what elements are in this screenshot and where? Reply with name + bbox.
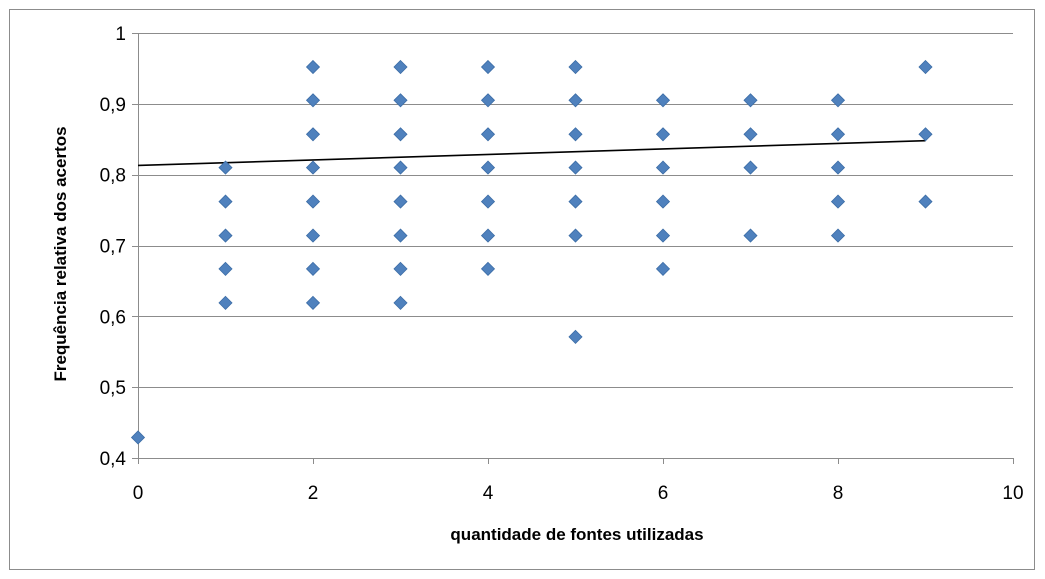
- data-point: [393, 194, 408, 209]
- data-point: [305, 194, 321, 209]
- y-tick-labels: 0,4 0,5 0,6 0,7 0,8 0,9 1: [100, 24, 127, 470]
- data-point: [743, 160, 758, 175]
- chart-frame: 0,4 0,5 0,6 0,7 0,8 0,9 1 0 2 4 6 8 10 quantidade d…: [9, 9, 1035, 570]
- data-point: [480, 93, 496, 108]
- data-point: [918, 127, 933, 142]
- data-point: [393, 160, 408, 175]
- x-tick-labels: 0 2 4 6 8 10: [133, 483, 1024, 504]
- data-point: [218, 261, 233, 276]
- data-point: [568, 127, 583, 142]
- data-point: [743, 127, 758, 142]
- x-tick-label: 10: [1002, 483, 1023, 504]
- data-point: [830, 228, 846, 243]
- data-point: [568, 194, 583, 209]
- scatter-chart: 0,4 0,5 0,6 0,7 0,8 0,9 1 0 2 4 6 8 10 quantidade d…: [51, 24, 1024, 544]
- data-point: [830, 127, 846, 142]
- data-point: [918, 194, 933, 209]
- data-point: [743, 93, 758, 108]
- data-point: [830, 194, 846, 209]
- y-tick-label: 0,8: [100, 166, 126, 187]
- data-point: [655, 261, 671, 276]
- data-point: [568, 160, 583, 175]
- data-point: [480, 228, 496, 243]
- data-point: [393, 295, 408, 310]
- data-point: [568, 329, 583, 344]
- data-point: [218, 295, 233, 310]
- data-point: [918, 59, 933, 75]
- data-point: [480, 194, 496, 209]
- data-point: [655, 127, 671, 142]
- data-point: [218, 194, 233, 209]
- data-point: [130, 430, 146, 445]
- data-point: [305, 59, 321, 75]
- data-point: [305, 261, 321, 276]
- x-tick-label: 0: [133, 483, 144, 504]
- y-axis-title: Frequência relativa dos acertos: [51, 126, 70, 381]
- y-tick-label: 0,4: [100, 449, 127, 470]
- data-point: [655, 93, 671, 108]
- trendline-layer: [137, 139, 926, 167]
- y-tick-label: 0,9: [100, 95, 126, 116]
- data-point: [568, 93, 583, 108]
- data-point: [480, 160, 496, 175]
- data-point: [568, 59, 583, 75]
- y-tick-label: 0,7: [100, 237, 126, 258]
- data-point: [655, 160, 671, 175]
- data-point: [830, 93, 846, 108]
- x-tick-label: 6: [658, 483, 669, 504]
- data-point: [480, 127, 496, 142]
- data-point: [393, 261, 408, 276]
- data-point: [305, 93, 321, 108]
- trendline: [137, 139, 926, 167]
- data-point: [218, 160, 233, 175]
- data-point: [480, 59, 496, 75]
- x-axis-title: quantidade de fontes utilizadas: [450, 525, 703, 544]
- y-tick-label: 0,5: [100, 378, 126, 399]
- data-point: [305, 228, 321, 243]
- x-tick-label: 4: [483, 483, 494, 504]
- data-point: [568, 228, 583, 243]
- x-tick-label: 8: [833, 483, 844, 504]
- data-point: [743, 228, 758, 243]
- data-point: [218, 228, 233, 243]
- data-point: [480, 261, 496, 276]
- axes: [132, 33, 1014, 464]
- data-point: [655, 194, 671, 209]
- x-tick-label: 2: [308, 483, 319, 504]
- data-point: [655, 228, 671, 243]
- data-point: [305, 160, 321, 175]
- y-tick-label: 0,6: [100, 307, 126, 328]
- data-point: [393, 59, 408, 75]
- data-point: [393, 93, 408, 108]
- data-point: [393, 127, 408, 142]
- y-tick-label: 1: [115, 24, 126, 45]
- data-points: [130, 59, 933, 445]
- data-point: [305, 295, 321, 310]
- data-point: [305, 127, 321, 142]
- data-point: [393, 228, 408, 243]
- data-point: [830, 160, 846, 175]
